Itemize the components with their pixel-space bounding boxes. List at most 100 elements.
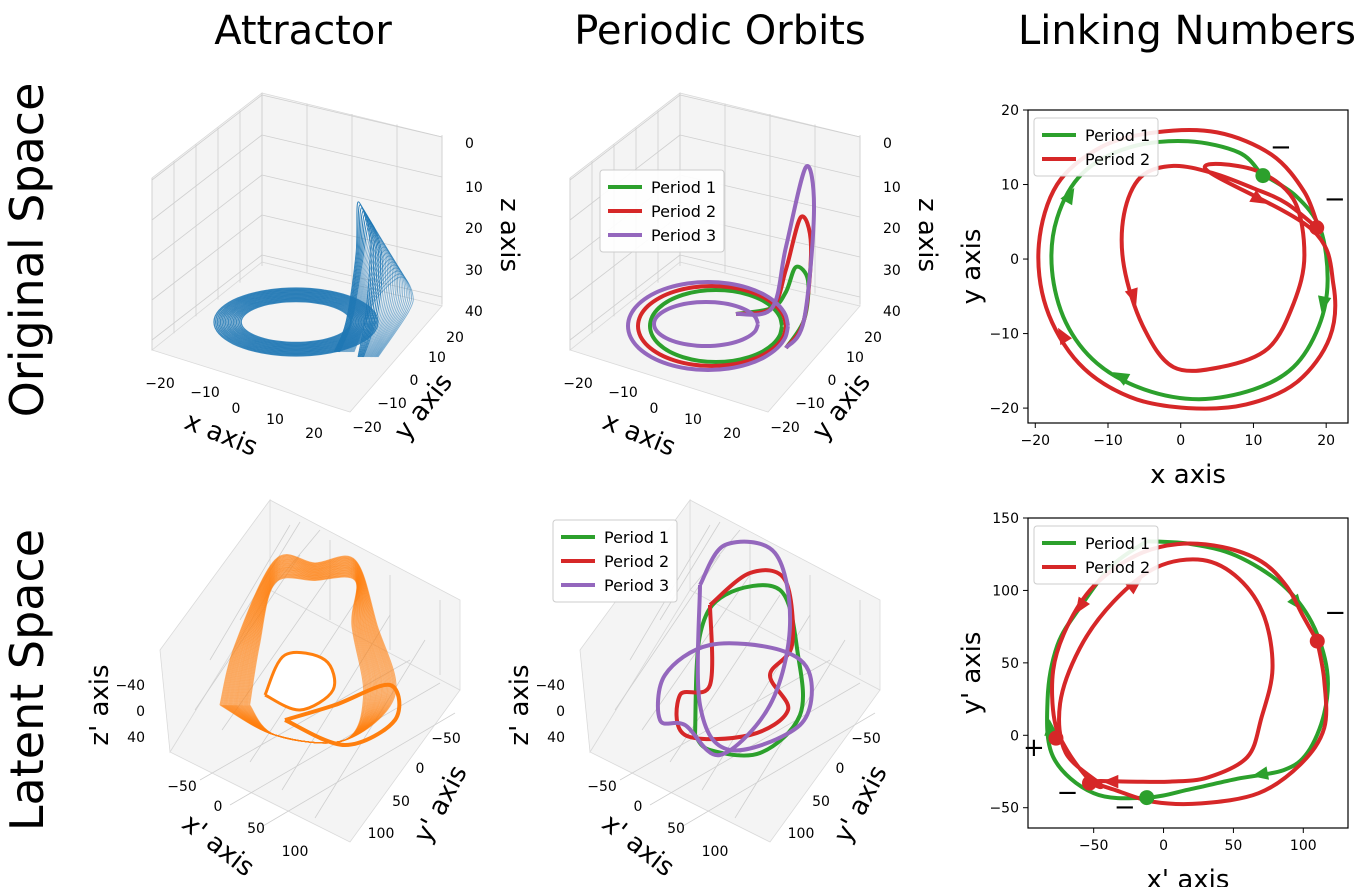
orig-linking-arrow-1-2: [1060, 187, 1075, 206]
orig-attractor-xtick-1: −10: [190, 385, 220, 401]
orig-attractor-ztick-3: 30: [465, 263, 483, 279]
orig-attractor-ring-4: [219, 290, 373, 354]
row-title-latent-space: Latent Space: [0, 529, 54, 831]
latent-orbits-gridline-9: [659, 521, 721, 621]
orig-orbits-gridline-14: [679, 134, 861, 178]
latent-attractor-gridline-4: [314, 639, 426, 819]
orig-linking-ytick-label-4: 20: [1001, 103, 1019, 119]
orig-linking-frame: [1027, 109, 1349, 424]
latent-linking-arrow-1-1: [1251, 766, 1269, 780]
latent-attractor-ztick-0: −40: [115, 678, 145, 694]
latent-orbits-ytick-0: −50: [851, 731, 881, 747]
latent-linking-frame: [1027, 517, 1349, 829]
orig-attractor-ring-10: [229, 295, 363, 349]
latent-orbits-gridline-10: [689, 529, 741, 591]
orig-attractor-wing-16: [346, 249, 399, 358]
latent-orbits-ztick-0: −40: [535, 678, 565, 694]
orig-attractor-wing-10: [341, 231, 388, 358]
orig-attractor-gridline-19: [151, 254, 263, 341]
orig-attractor-wing-21: [350, 264, 407, 358]
latent-linking-xtick-label-2: 50: [1225, 838, 1243, 854]
orig-orbits-ztick-3: 30: [883, 263, 901, 279]
orig-attractor-xtick-2: 0: [232, 401, 241, 417]
latent-attractor-ztick-1: 0: [136, 704, 145, 720]
orig-linking-xlabel: x axis: [1150, 460, 1226, 490]
orig-orbits-gridline-20: [679, 254, 861, 298]
latent-linking-ylabel: y' axis: [957, 632, 987, 715]
orig-attractor-ztick-0: 0: [465, 136, 474, 152]
orig-orbits-ytick-4: 20: [864, 330, 882, 346]
orig-attractor-gridline-15: [151, 174, 263, 261]
orig-attractor-wing-14: [344, 243, 395, 358]
orig-attractor-xtick-4: 20: [305, 426, 323, 442]
latent-orbits-xtick-3: 100: [702, 844, 729, 860]
latent-attractor-loop: [284, 682, 402, 748]
orig-linking-arrow-2-2: [1058, 327, 1072, 346]
row-title-original-space: Original Space: [0, 83, 54, 418]
latent-attractor-xtick-3: 100: [282, 844, 309, 860]
orig-attractor-wing-3: [335, 210, 376, 358]
orig-attractor-wing-17: [347, 252, 400, 358]
orig-linking-crossing-marker-1: [1309, 220, 1325, 236]
orig-orbits-gridline-12: [679, 94, 861, 138]
latent-linking-legend-box: [1033, 525, 1159, 585]
latent-attractor-ztick-2: 40: [127, 730, 145, 746]
latent-linking-ytick-label-3: 100: [992, 583, 1019, 599]
orig-orbits-legend-box: [599, 169, 725, 253]
orig-attractor-gridline-17: [151, 214, 263, 301]
latent-attractor-ytick-3: 100: [368, 826, 395, 842]
latent-linking-crossing-sign-2: −: [1057, 778, 1079, 808]
latent-linking-xtick-label-1: 0: [1159, 838, 1168, 854]
orig-attractor-wing-19: [348, 258, 404, 358]
orig-attractor-ztick-2: 20: [465, 221, 483, 237]
latent-linking-crossing-sign-1: +: [1023, 733, 1045, 763]
orig-attractor-ring-14: [235, 298, 357, 346]
orig-orbits-legend-label-1: Period 1: [651, 178, 716, 197]
latent-linking-crossing-marker-1: [1048, 730, 1064, 746]
latent-orbits-ztick-2: 40: [547, 730, 565, 746]
orig-attractor-gridline-18: [261, 214, 443, 258]
latent-linking-crossing-sign-3: −: [1114, 793, 1136, 823]
latent-orbits-orbit-2: [674, 568, 795, 742]
orig-linking-xtick-label-0: −20: [1020, 433, 1050, 449]
latent-attractor-band-29: [249, 576, 365, 744]
latent-orbits-legend-box: [552, 519, 678, 603]
orig-attractor-ring-9: [227, 294, 365, 350]
latent-attractor-zlabel: z' axis: [85, 664, 115, 745]
orig-orbits-xtick-1: −10: [608, 385, 638, 401]
latent-linking-legend-label-2: Period 2: [1085, 558, 1150, 577]
orig-linking-arrow-2-1: [1249, 190, 1267, 204]
orig-attractor-ring-11: [230, 296, 362, 348]
orig-attractor-ring-6: [222, 292, 370, 352]
orig-orbits-orbit-2: [635, 283, 788, 369]
latent-linking-ytick-label-0: −50: [989, 801, 1019, 817]
orig-attractor-gridline-16: [261, 174, 443, 218]
orig-orbits-legend-label-3: Period 3: [651, 226, 716, 245]
orig-attractor-wing-5: [337, 216, 380, 358]
orig-linking-arrow-1-0: [1318, 295, 1332, 313]
orig-orbits-ztick-0: 0: [883, 136, 892, 152]
latent-linking-legend-label-1: Period 1: [1085, 534, 1150, 553]
orig-attractor-ring-13: [234, 297, 358, 347]
latent-linking-crossing-sign-0: −: [1324, 598, 1346, 628]
orig-orbits-gridline-11: [569, 94, 681, 181]
orig-linking-crossing-sign-0: −: [1270, 133, 1292, 163]
orig-attractor-gridline-13: [151, 134, 263, 221]
latent-linking-arrow-2-0: [1075, 596, 1090, 614]
orig-attractor-ytick-3: 10: [428, 350, 446, 366]
latent-orbits-xtick-0: −50: [587, 779, 617, 795]
latent-orbits-zlabel: z' axis: [505, 664, 535, 745]
latent-orbits-legend-label-3: Period 3: [604, 576, 669, 595]
latent-linking-arrow-2-2: [1102, 774, 1119, 789]
orig-attractor-wing-12: [343, 237, 392, 358]
latent-attractor-xtick-1: 0: [214, 799, 223, 815]
latent-linking-crossing-marker-0: [1309, 633, 1325, 649]
latent-attractor-gridline-8: [209, 524, 291, 661]
orig-attractor-wing-4: [336, 213, 378, 358]
orig-linking-arrow-2-0: [1124, 287, 1138, 305]
orig-attractor-ztick-4: 40: [465, 304, 483, 320]
orig-attractor-wing-8: [339, 225, 385, 358]
orig-attractor-ring-15: [237, 299, 355, 345]
